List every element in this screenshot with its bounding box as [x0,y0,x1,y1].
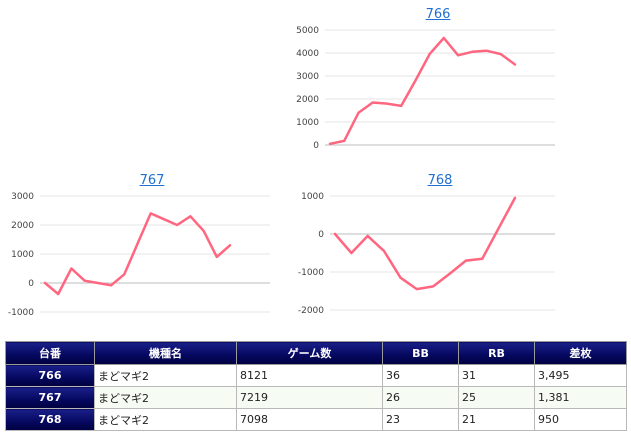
machine-number-cell: 766 [5,364,95,387]
rb-cell: 25 [458,386,535,409]
data-point [432,285,435,288]
data-point [481,257,484,260]
data-point [366,234,369,237]
data-point [189,215,192,218]
data-point [149,212,152,215]
data-point [202,229,205,232]
data-point [414,79,417,82]
bb-cell: 36 [382,364,459,387]
game-count-cell: 7219 [236,386,383,409]
model-name-cell: まどマギ2 [94,364,237,387]
data-point [229,244,231,247]
data-point [485,49,488,52]
column-header-game-count: ゲーム数 [236,341,383,365]
data-point [83,279,86,282]
diff-cell: 1,381 [534,386,627,409]
column-header-rb: RB [458,341,535,365]
data-point [383,250,386,253]
bb-cell: 23 [382,408,459,431]
y-tick-label: 3000 [296,72,319,82]
machine-number-cell: 767 [5,386,95,409]
data-point [464,259,467,262]
machine-data-table: 台番 機種名 ゲーム数 BB RB 差枚 766 まどマギ2 8121 36 3… [5,341,627,431]
data-point [371,101,374,104]
data-point [350,252,353,254]
table-row: 768 まどマギ2 7098 23 21 950 [5,408,627,431]
diff-cell: 3,495 [534,364,627,387]
data-point [136,242,139,245]
bb-cell: 26 [382,386,459,409]
y-tick-label: 5000 [296,26,319,36]
y-tick-label: 2000 [11,221,34,231]
data-point [329,142,331,145]
data-point [499,53,502,56]
data-point [399,276,402,279]
y-tick-label: 2000 [296,95,319,105]
data-point [448,272,451,275]
game-count-cell: 7098 [236,408,383,431]
machine-number-cell: 768 [5,408,95,431]
rb-cell: 21 [458,408,535,431]
data-point [96,282,99,284]
column-header-model-name: 機種名 [94,341,237,365]
y-tick-label: 3000 [11,192,34,202]
data-point [215,255,218,258]
game-count-cell: 8121 [236,364,383,387]
data-point [514,196,516,199]
data-point [57,293,60,296]
column-header-machine-number: 台番 [5,341,95,365]
column-header-diff: 差枚 [534,341,627,365]
y-tick-label: -1000 [8,308,34,318]
data-point [514,63,516,66]
y-tick-label: 0 [313,141,319,151]
data-point [70,267,73,270]
data-point [385,102,388,105]
data-point [497,227,500,230]
y-tick-label: 1000 [296,118,319,128]
table-header-row: 台番 機種名 ゲーム数 BB RB 差枚 [5,341,627,365]
data-point [44,282,46,284]
data-point [428,53,431,56]
data-point [334,233,336,235]
rb-cell: 31 [458,364,535,387]
data-point [400,104,403,107]
data-point [415,288,418,291]
chart-title-766[interactable]: 766 [425,7,451,22]
model-name-cell: まどマギ2 [94,408,237,431]
column-header-bb: BB [382,341,459,365]
y-tick-label: -2000 [298,306,324,316]
chart-title-767[interactable]: 767 [139,173,165,188]
y-tick-label: 1000 [11,250,34,260]
data-point [357,111,360,114]
data-point [110,284,113,287]
data-point [442,37,445,40]
y-tick-label: 0 [318,230,324,240]
data-point [162,218,165,221]
y-tick-label: 0 [28,279,34,289]
series-line [328,36,517,146]
data-point [343,139,346,142]
data-point [123,273,126,276]
series-line [333,196,517,291]
diff-cell: 950 [534,408,627,431]
data-point [176,224,179,226]
table-row: 767 まどマギ2 7219 26 25 1,381 [5,386,627,409]
y-tick-label: 4000 [296,49,319,59]
y-tick-label: 1000 [301,192,324,202]
y-tick-label: -1000 [298,268,324,278]
data-point [457,54,460,57]
table-row: 766 まどマギ2 8121 36 31 3,495 [5,364,627,387]
data-point [471,50,474,53]
chart-title-768[interactable]: 768 [427,173,453,188]
model-name-cell: まどマギ2 [94,386,237,409]
